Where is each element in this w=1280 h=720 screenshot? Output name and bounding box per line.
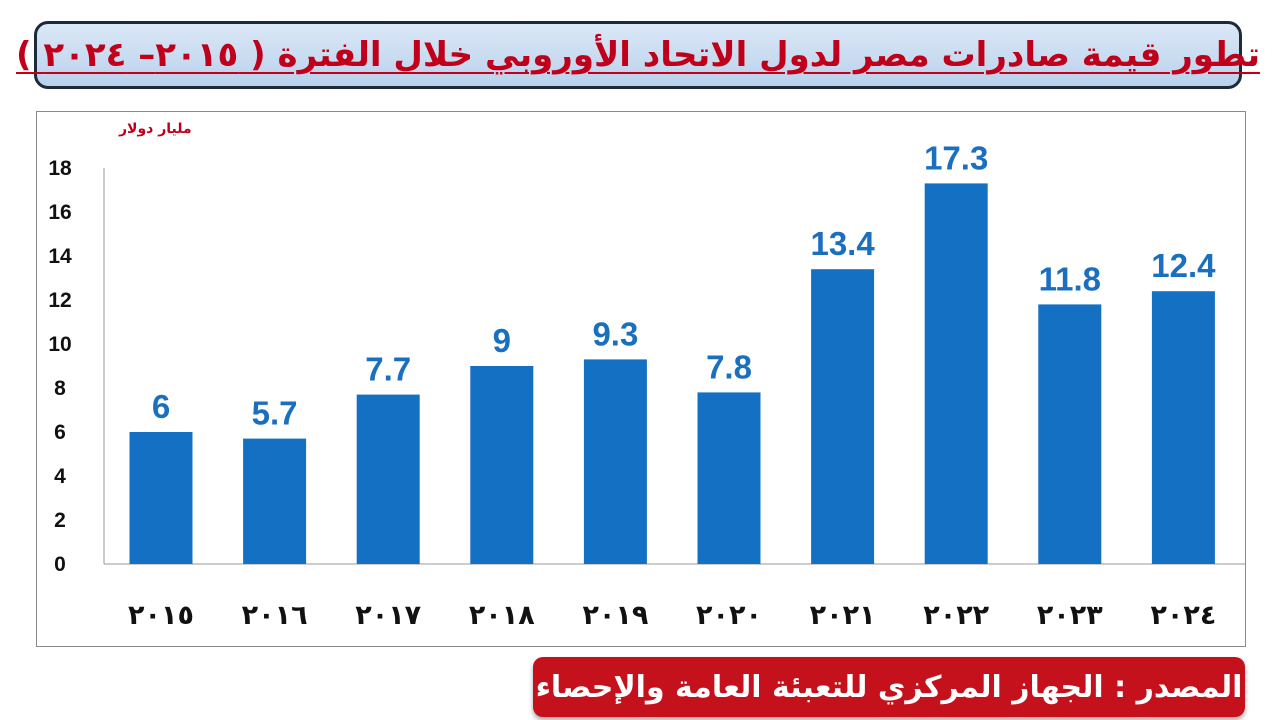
bar — [129, 432, 193, 564]
x-tick-label: ٢٠١٧ — [355, 600, 421, 631]
bar — [470, 366, 534, 564]
x-tick-label: ٢٠٢٢ — [923, 600, 989, 631]
bar — [924, 183, 988, 564]
x-axis-labels: ٢٠١٥ ٢٠١٦ ٢٠١٧ ٢٠١٨ ٢٠١٩ ٢٠٢٠ ٢٠٢١ ٢٠٢٢ ٢٠٢٣ ٢٠٢٤ — [128, 600, 1216, 631]
y-tick-label: 16 — [48, 201, 71, 224]
bars — [129, 183, 1215, 564]
bar — [697, 392, 761, 564]
bar — [811, 269, 875, 564]
y-tick-label: 10 — [48, 333, 71, 356]
value-label: 7.8 — [706, 348, 752, 385]
y-tick-label: 2 — [54, 509, 66, 532]
chart-title: تطور قيمة صادرات مصر لدول الاتحاد الأورو… — [16, 35, 1260, 75]
y-axis-ticks: 0 2 4 6 8 10 12 14 16 18 — [48, 157, 72, 576]
y-tick-label: 8 — [54, 377, 66, 400]
y-tick-label: 14 — [48, 245, 72, 268]
value-label: 5.7 — [252, 395, 298, 432]
source-banner: المصدر : الجهاز المركزي للتعبئة العامة و… — [533, 657, 1245, 717]
y-unit-label: مليار دولار — [118, 121, 192, 137]
value-labels: 6 5.7 7.7 9 9.3 7.8 13.4 17.3 11.8 12.4 — [152, 139, 1216, 431]
value-label: 7.7 — [365, 351, 411, 388]
bar — [1038, 304, 1102, 564]
x-tick-label: ٢٠١٨ — [469, 600, 535, 631]
value-label: 11.8 — [1039, 260, 1101, 297]
x-tick-label: ٢٠١٥ — [128, 600, 194, 631]
bar — [1151, 291, 1215, 564]
value-label: 9 — [493, 322, 511, 359]
bar — [243, 438, 307, 564]
bar-chart: مليار دولار 0 2 4 6 8 10 12 14 16 18 6 5.7 7.7 9 9.3 7… — [48, 121, 1245, 631]
x-tick-label: ٢٠٢١ — [810, 600, 876, 631]
x-tick-label: ٢٠٢٤ — [1150, 600, 1216, 631]
y-tick-label: 18 — [48, 157, 72, 180]
source-text: المصدر : الجهاز المركزي للتعبئة العامة و… — [535, 669, 1243, 705]
value-label: 13.4 — [810, 225, 875, 262]
value-label: 9.3 — [592, 315, 638, 352]
value-label: 12.4 — [1151, 247, 1216, 284]
title-banner: تطور قيمة صادرات مصر لدول الاتحاد الأورو… — [16, 21, 1260, 89]
bar — [356, 394, 420, 564]
y-tick-label: 4 — [54, 465, 66, 488]
value-label: 17.3 — [924, 139, 988, 176]
y-tick-label: 0 — [54, 553, 66, 576]
x-tick-label: ٢٠٢٠ — [696, 600, 762, 631]
value-label: 6 — [152, 388, 170, 425]
y-tick-label: 12 — [48, 289, 71, 312]
chart-frame: مليار دولار 0 2 4 6 8 10 12 14 16 18 6 5.7 7.7 9 9.3 7… — [36, 111, 1246, 647]
x-tick-label: ٢٠١٩ — [582, 600, 648, 631]
bar — [583, 359, 647, 564]
x-tick-label: ٢٠٢٣ — [1037, 600, 1103, 631]
x-tick-label: ٢٠١٦ — [242, 600, 308, 631]
y-tick-label: 6 — [54, 421, 66, 444]
